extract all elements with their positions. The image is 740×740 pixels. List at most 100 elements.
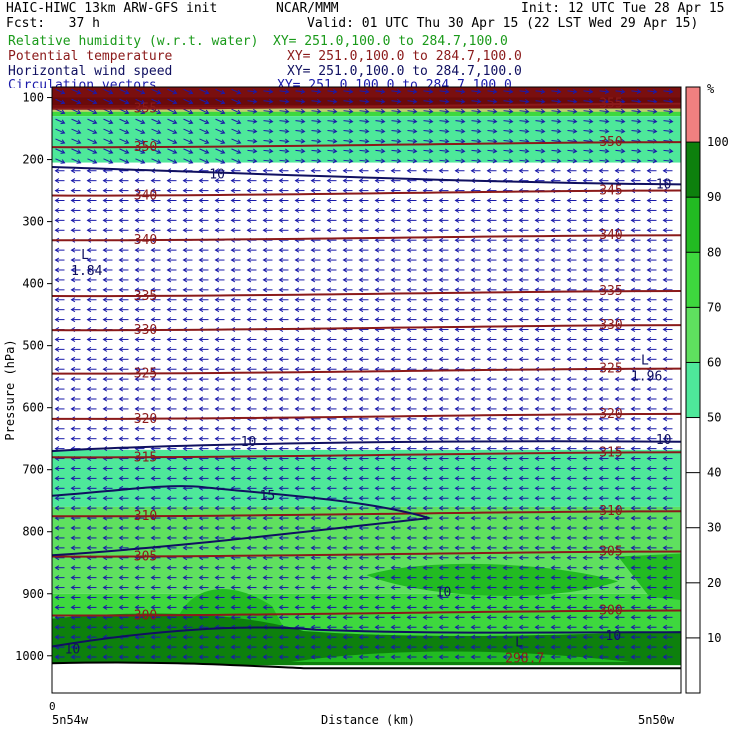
vector-arrow-head <box>310 456 316 462</box>
vector-arrow-head <box>214 287 220 293</box>
wind-contour-10 <box>51 440 682 453</box>
vector-arrow <box>167 88 177 94</box>
vector-arrow-head <box>102 475 108 481</box>
vector-arrow-head <box>598 515 604 521</box>
vector-arrow-head <box>326 207 332 213</box>
vector-arrow-head <box>486 356 492 362</box>
field-vector-xy: XY= 251.0,100.0 to 284.7,100.0 <box>277 79 512 88</box>
vector-arrow-head <box>278 565 284 571</box>
vector-arrow <box>439 159 449 162</box>
vector-arrow-head <box>614 247 620 253</box>
vector-arrow-head <box>166 475 172 481</box>
vector-arrow <box>551 120 561 123</box>
vector-arrow <box>647 90 657 93</box>
vector-arrow-head <box>140 159 146 164</box>
vector-arrow-head <box>86 644 92 650</box>
vector-arrow-head <box>86 207 92 213</box>
vector-arrow-head <box>246 475 252 481</box>
vector-arrow-head <box>406 485 412 491</box>
vector-arrow-head <box>454 475 460 481</box>
vector-arrow-head <box>550 277 556 283</box>
vector-arrow-head <box>534 456 540 462</box>
theta-contour-330 <box>51 324 682 332</box>
vector-arrow-head <box>492 128 498 134</box>
vector-arrow-head <box>390 406 396 412</box>
vector-arrow-head <box>662 604 668 610</box>
vector-arrow-head <box>294 267 300 273</box>
vector-arrow-head <box>342 426 348 432</box>
vector-arrow-head <box>172 99 178 105</box>
vector-arrow-head <box>566 594 572 600</box>
vector-arrow-head <box>582 644 588 650</box>
vector-arrow-head <box>198 446 204 452</box>
vector-arrow-head <box>262 634 268 640</box>
vector-arrow-head <box>262 287 268 293</box>
vector-arrow-head <box>92 139 98 144</box>
vector-arrow-head <box>284 108 290 114</box>
vector-arrow <box>199 158 209 164</box>
vector-arrow-head <box>390 624 396 630</box>
vector-arrow-head <box>124 89 130 95</box>
vector-arrow-head <box>294 247 300 253</box>
vector-arrow-head <box>310 376 316 382</box>
vector-arrow-head <box>508 118 514 124</box>
vector-arrow-head <box>502 654 508 660</box>
vector-arrow-head <box>662 456 668 462</box>
vector-arrow-head <box>470 446 476 452</box>
vector-arrow-head <box>438 456 444 462</box>
vector-arrow-head <box>502 297 508 303</box>
vector-arrow-head <box>614 436 620 442</box>
x-axis-title: Distance (km) <box>321 713 415 727</box>
wind-contour-10 <box>51 166 682 186</box>
vector-arrow-head <box>582 406 588 412</box>
vector-arrow-head <box>326 287 332 293</box>
vector-arrow-head <box>166 446 172 452</box>
vector-arrow-head <box>662 277 668 283</box>
vector-arrow-head <box>566 614 572 620</box>
vector-arrow-head <box>70 545 76 551</box>
vector-arrow-head <box>108 99 114 105</box>
vector-arrow-head <box>438 525 444 531</box>
vector-arrow-head <box>214 336 220 342</box>
vector-arrow <box>119 128 129 134</box>
vector-arrow-head <box>70 247 76 253</box>
theta-label-right: 325 <box>599 362 622 377</box>
vector-arrow-head <box>332 148 338 154</box>
vector-arrow-head <box>230 386 236 392</box>
vector-arrow-head <box>582 485 588 491</box>
vector-arrow <box>359 100 369 103</box>
vector-arrow <box>487 90 497 93</box>
vector-arrow-head <box>342 178 348 184</box>
vector-arrow-head <box>284 118 290 124</box>
vector-arrow-head <box>550 475 556 481</box>
vector-arrow-head <box>310 644 316 650</box>
vector-arrow-head <box>582 446 588 452</box>
vector-arrow-head <box>182 376 188 382</box>
vector-arrow-head <box>502 565 508 571</box>
vector-arrow-head <box>118 207 124 213</box>
vector-arrow-head <box>630 575 636 581</box>
theta-contour-300 <box>51 609 682 617</box>
vector-arrow-head <box>646 505 652 511</box>
vector-arrow <box>279 110 289 113</box>
vector-arrow-head <box>550 307 556 313</box>
vector-arrow-head <box>502 614 508 620</box>
vector-arrow-head <box>246 366 252 372</box>
vector-arrow-head <box>422 168 428 174</box>
vector-arrow-head <box>582 555 588 561</box>
vector-arrow-head <box>550 336 556 342</box>
vector-arrow-head <box>470 654 476 660</box>
vector-arrow-head <box>262 307 268 313</box>
vector-arrow-head <box>166 366 172 372</box>
vector-arrow-head <box>470 198 476 203</box>
vector-arrow-head <box>198 336 204 342</box>
vector-arrow-head <box>246 485 252 491</box>
vector-arrow-head <box>390 168 396 174</box>
vector-arrow-head <box>230 614 236 620</box>
vector-arrow-head <box>454 257 460 263</box>
vector-arrow-head <box>76 139 82 144</box>
vector-arrow-head <box>422 356 428 362</box>
vector-arrow-head <box>374 535 380 541</box>
vector-arrow-head <box>390 604 396 610</box>
vector-arrow-head <box>214 188 220 194</box>
